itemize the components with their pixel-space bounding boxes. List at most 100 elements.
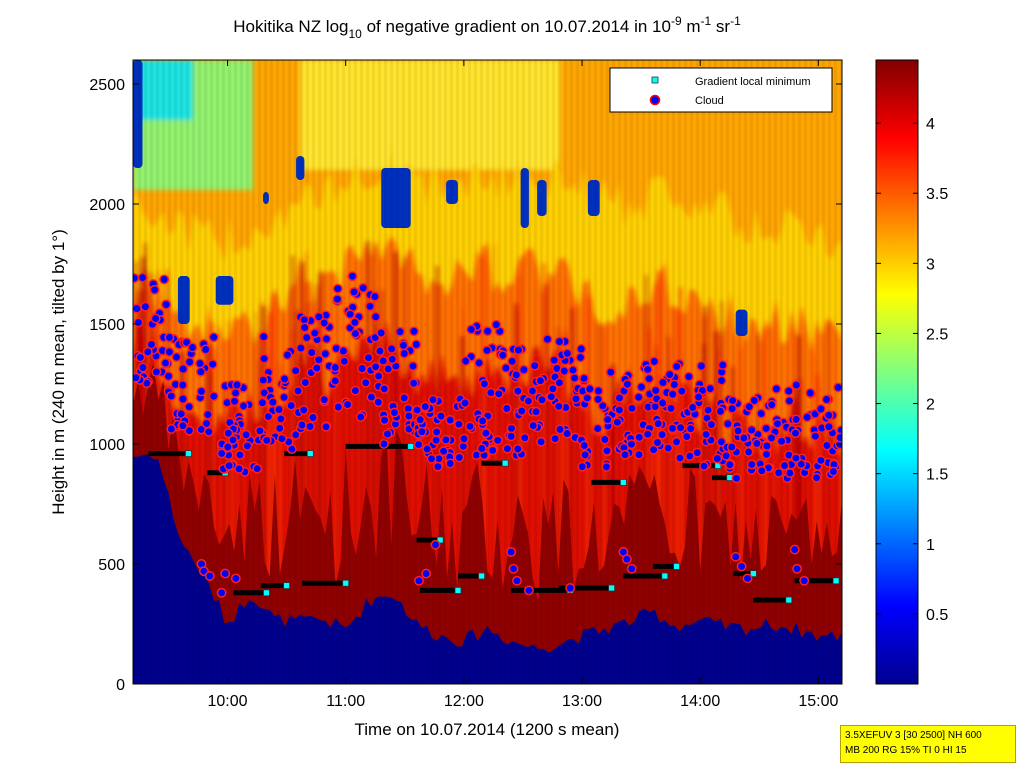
cloud-marker	[453, 419, 464, 430]
cloud-marker	[408, 378, 419, 389]
cloud-marker	[716, 375, 727, 386]
cloud-marker	[229, 396, 240, 407]
cloud-marker	[761, 441, 772, 451]
cloud-marker	[703, 405, 714, 416]
cloud-marker	[204, 571, 215, 581]
cloud-marker	[658, 377, 668, 388]
cloud-marker	[675, 452, 685, 463]
cloud-marker	[460, 398, 471, 408]
cloud-marker	[151, 366, 162, 377]
cloud-marker	[727, 403, 738, 414]
cloud-marker	[766, 399, 777, 410]
cloud-marker	[286, 400, 297, 411]
cloud-marker	[650, 385, 661, 396]
cloud-marker	[687, 402, 698, 413]
cloud-marker	[178, 420, 188, 431]
info-line-2: MB 200 RG 15% TI 0 HI 15	[845, 745, 967, 756]
colorbar-ticks: 0.5 1 1.5 2 2.5 3 3.5 4	[876, 116, 948, 624]
cloud-marker	[133, 303, 142, 314]
colorbar-gradient	[875, 59, 919, 685]
cloud-marker	[258, 331, 269, 342]
cloud-marker	[369, 291, 380, 302]
cloud-marker	[436, 411, 446, 422]
cloud-marker	[696, 361, 707, 371]
cloud-marker	[605, 367, 616, 378]
cloud-marker	[274, 404, 284, 415]
cloud-marker	[332, 294, 343, 305]
cloud-marker	[305, 421, 316, 432]
cloud-marker	[178, 394, 188, 404]
cloud-marker	[666, 403, 676, 414]
cloud-marker	[220, 568, 231, 579]
cloud-marker	[308, 412, 318, 423]
cloud-marker	[535, 375, 546, 386]
cloud-marker	[274, 423, 285, 434]
cloud-marker	[184, 357, 195, 367]
cloud-marker	[576, 344, 587, 354]
cloud-marker	[565, 583, 576, 593]
cloud-marker	[634, 432, 645, 443]
y-tick-label: 500	[98, 557, 125, 574]
cloud-marker	[150, 313, 161, 324]
cloud-marker	[164, 346, 175, 357]
cloud-marker	[290, 365, 301, 376]
cloud-marker	[502, 443, 513, 454]
cloud-marker	[667, 389, 678, 400]
cloud-marker	[633, 392, 644, 403]
cloud-marker	[667, 423, 678, 434]
cloud-marker	[726, 442, 737, 453]
cloud-marker	[736, 561, 747, 572]
colorbar-tick-label: 2.5	[926, 326, 948, 343]
cloud-marker	[267, 397, 278, 408]
cloud-marker	[306, 347, 317, 358]
cloud-marker	[712, 453, 723, 464]
x-tick-label: 10:00	[208, 693, 248, 710]
cloud-marker	[784, 468, 795, 479]
cloud-marker	[203, 426, 214, 437]
cloud-marker	[282, 350, 293, 360]
cloud-marker	[823, 410, 834, 421]
cloud-marker	[555, 424, 565, 435]
cloud-marker	[742, 573, 753, 584]
cloud-marker	[420, 401, 431, 412]
cloud-marker	[480, 428, 491, 439]
cloud-marker	[815, 455, 826, 466]
cloud-marker	[345, 309, 356, 320]
gradient-minimum-marker	[342, 579, 350, 587]
cloud-marker	[743, 446, 754, 457]
cloud-marker	[761, 449, 772, 460]
cloud-marker	[460, 356, 471, 366]
cloud-marker	[342, 399, 353, 410]
cloud-marker	[790, 428, 801, 439]
cloud-marker	[440, 434, 451, 445]
cloud-marker	[738, 433, 749, 443]
cloud-marker	[577, 461, 588, 472]
cloud-marker	[430, 539, 441, 550]
cloud-marker	[671, 361, 682, 372]
cloud-marker	[338, 346, 349, 356]
cloud-marker	[756, 465, 767, 476]
cloud-marker	[379, 383, 390, 394]
cloud-marker	[135, 352, 146, 363]
x-tick-label: 13:00	[562, 693, 602, 710]
cloud-marker	[715, 406, 726, 417]
cloud-marker	[261, 435, 272, 446]
cloud-marker	[717, 360, 728, 371]
cloud-marker	[663, 443, 674, 454]
cloud-marker	[222, 442, 233, 452]
cloud-marker	[593, 386, 604, 396]
legend-marker-cloud	[649, 94, 661, 106]
parameter-info-box: 3.5XEFUV 3 [30 2500] NH 600 MB 200 RG 15…	[840, 725, 1016, 763]
cloud-marker	[653, 418, 664, 429]
cloud-marker	[642, 429, 653, 440]
cloud-marker	[506, 423, 517, 434]
colorbar-tick-label: 3	[926, 256, 935, 273]
cloud-marker	[333, 402, 344, 412]
cloud-marker	[187, 342, 198, 353]
cloud-marker	[321, 333, 332, 344]
cloud-marker	[234, 449, 245, 460]
cloud-marker	[733, 425, 744, 436]
y-tick-label: 2500	[89, 77, 125, 94]
cloud-marker	[415, 414, 426, 425]
